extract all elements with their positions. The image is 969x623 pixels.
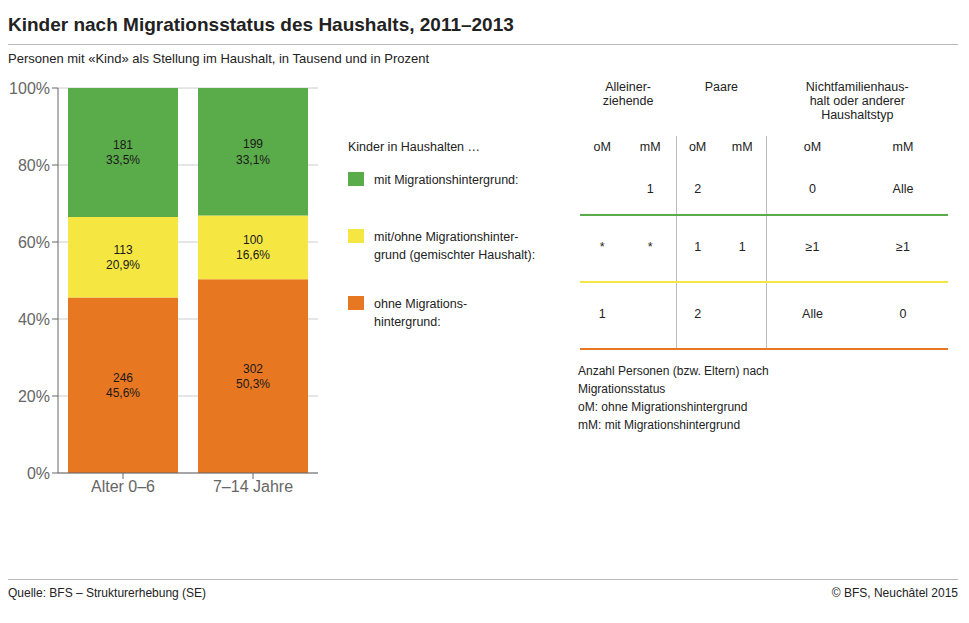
html-text:1: 1 bbox=[694, 240, 702, 254]
html-text:Alle: Alle bbox=[802, 307, 823, 321]
svg-text:20%: 20% bbox=[18, 388, 50, 405]
svg-text:80%: 80% bbox=[18, 157, 50, 174]
html-text:Kinder nach Migrationsstatus d: Kinder nach Migrationsstatus des Haushal… bbox=[8, 14, 514, 35]
svg-text:24645,6%: 24645,6% bbox=[106, 371, 140, 401]
svg-text:Alter 0–6: Alter 0–6 bbox=[91, 478, 155, 495]
svg-text:11320,9%: 11320,9% bbox=[106, 243, 140, 273]
svg-text:19933,1%: 19933,1% bbox=[236, 137, 270, 167]
svg-text:10016,6%: 10016,6% bbox=[236, 233, 270, 263]
html-text:Alle: Alle bbox=[892, 182, 914, 196]
html-text:Alleiner- ziehende: Alleiner- ziehende bbox=[602, 80, 654, 108]
html-text:Paare: Paare bbox=[704, 80, 738, 94]
html-text:© BFS, Neuchâtel 2015: © BFS, Neuchâtel 2015 bbox=[831, 586, 958, 600]
html-text:2: 2 bbox=[694, 307, 702, 321]
html-text:mM: mM bbox=[892, 140, 914, 154]
html-text:1: 1 bbox=[738, 240, 746, 254]
html-text:mit/ohne Migrationshinter- gru: mit/ohne Migrationshinter- grund (gemisc… bbox=[374, 230, 536, 262]
html-text:oM: oM bbox=[803, 140, 822, 154]
html-text:oM: oM bbox=[593, 140, 611, 154]
html-text:mit Migrationshintergrund:: mit Migrationshintergrund: bbox=[374, 173, 519, 187]
html-text:2: 2 bbox=[694, 182, 702, 196]
svg-text:7–14 Jahre: 7–14 Jahre bbox=[213, 478, 293, 495]
html-text:Kinder in Haushalten …: Kinder in Haushalten … bbox=[348, 140, 480, 154]
svg-text:18133,5%: 18133,5% bbox=[106, 138, 140, 168]
html-text:≥1: ≥1 bbox=[805, 240, 820, 254]
html-text:Nichtfamilienhaus- halt oder a: Nichtfamilienhaus- halt oder anderer Hau… bbox=[805, 80, 909, 122]
html-text:0: 0 bbox=[899, 307, 907, 321]
html-text:mM: mM bbox=[731, 140, 753, 154]
html-text:ohne Migrations- hintergrund:: ohne Migrations- hintergrund: bbox=[374, 297, 468, 329]
html-text:Anzahl Personen (bzw. Eltern): Anzahl Personen (bzw. Eltern) nach Migra… bbox=[578, 364, 769, 432]
html-text:≥1: ≥1 bbox=[896, 240, 910, 254]
svg-text:40%: 40% bbox=[18, 311, 50, 328]
html-text:mM: mM bbox=[639, 140, 661, 154]
html-text:0: 0 bbox=[809, 182, 816, 196]
html-text:1: 1 bbox=[646, 182, 654, 196]
svg-text:0%: 0% bbox=[27, 465, 50, 482]
html-text:oM: oM bbox=[688, 140, 707, 154]
svg-text:100%: 100% bbox=[9, 80, 50, 97]
html-text:Quelle: BFS – Strukturerhebung: Quelle: BFS – Strukturerhebung (SE) bbox=[8, 586, 207, 600]
html-text:Personen mit «Kind» als Stellu: Personen mit «Kind» als Stellung im Haus… bbox=[8, 51, 430, 66]
svg-text:60%: 60% bbox=[18, 234, 50, 251]
html-text:1: 1 bbox=[598, 307, 606, 321]
svg-text:30250,3%: 30250,3% bbox=[236, 362, 270, 392]
